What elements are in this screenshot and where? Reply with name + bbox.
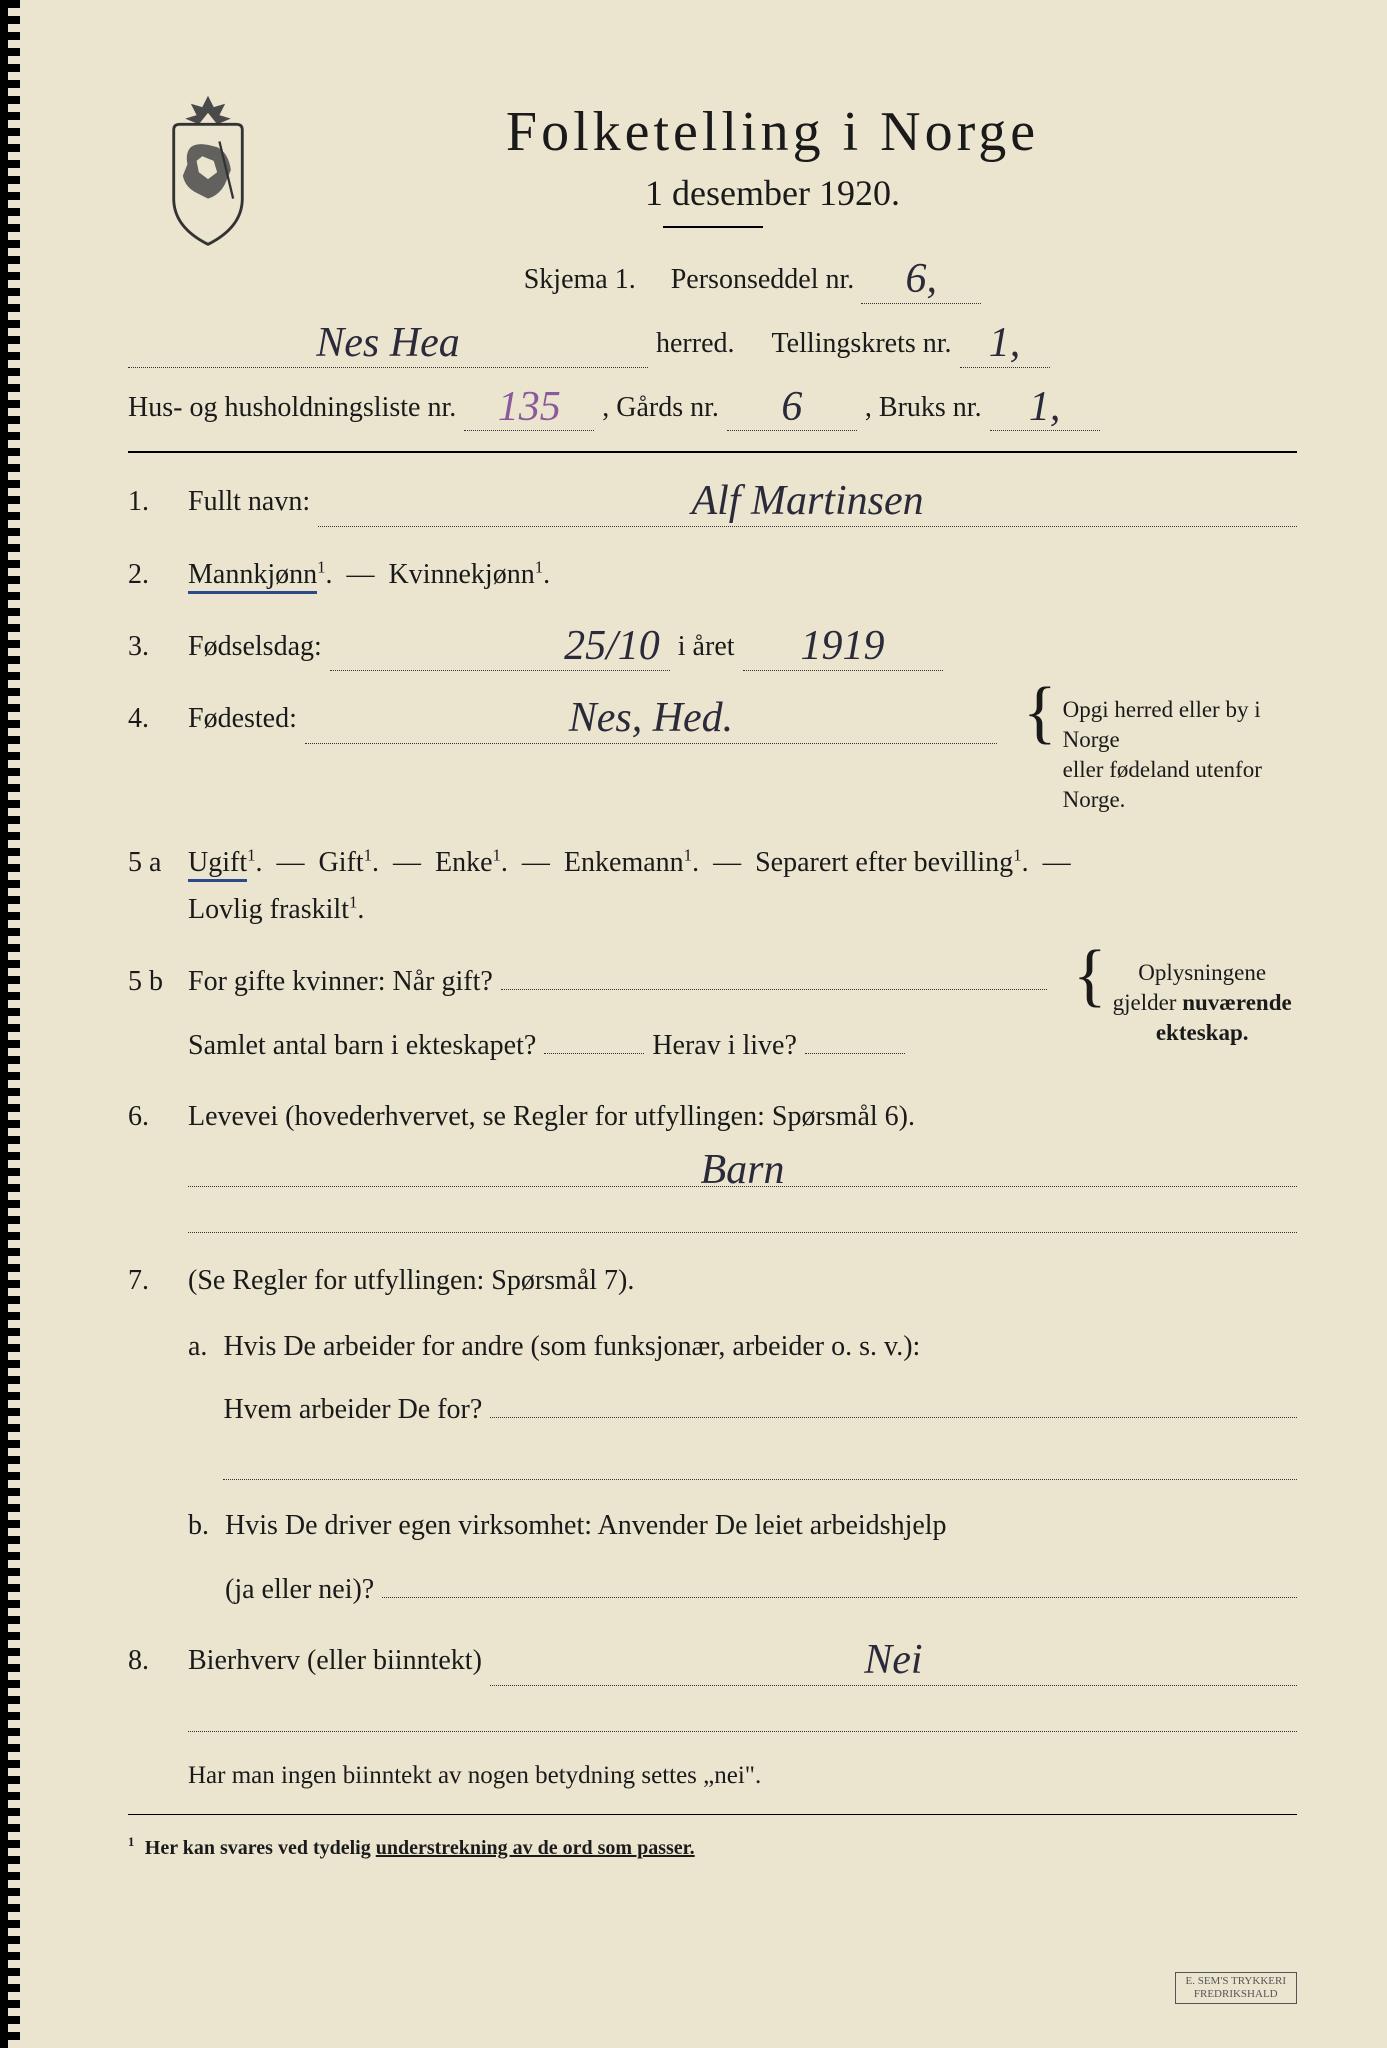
q6-value-line: Barn xyxy=(188,1147,1297,1187)
tellingskrets-label: Tellingskrets nr. xyxy=(772,322,952,367)
q5a-separert: Separert efter bevilling xyxy=(755,847,1013,878)
q5a-enkemann: Enkemann xyxy=(564,847,684,878)
q7a-value xyxy=(490,1417,1297,1418)
census-form-page: Folketelling i Norge 1 desember 1920. Sk… xyxy=(0,0,1387,2048)
q2: 2. Mannkjønn1. — Kvinnekjønn1. xyxy=(128,551,1297,599)
q5b-line1: For gifte kvinner: Når gift? xyxy=(188,958,493,1006)
q7b-value xyxy=(382,1597,1297,1598)
q7: 7. (Se Regler for utfyllingen: Spørsmål … xyxy=(128,1257,1297,1613)
personseddel-label: Personseddel nr. xyxy=(671,264,855,295)
q7a-text1: Hvis De arbeider for andre (som funksjon… xyxy=(223,1331,920,1362)
q1-value: Alf Martinsen xyxy=(318,478,1297,527)
title-rule xyxy=(663,226,763,228)
q7a-blank xyxy=(223,1440,1297,1480)
gard-label: , Gårds nr. xyxy=(602,386,719,431)
tellingskrets-nr: 1, xyxy=(960,322,1050,368)
footnote: 1 Her kan svares ved tydelig understrekn… xyxy=(128,1835,1297,1860)
q7-label: (Se Regler for utfyllingen: Spørsmål 7). xyxy=(188,1265,634,1296)
gard-nr: 6 xyxy=(727,386,857,432)
q3-iaret: i året xyxy=(678,623,735,671)
title-main: Folketelling i Norge xyxy=(248,100,1297,164)
q4: 4. Fødested: Nes, Hed. { Opgi herred ell… xyxy=(128,695,1297,815)
header: Folketelling i Norge 1 desember 1920. xyxy=(128,100,1297,228)
q4-num: 4. xyxy=(128,695,170,743)
tail-note: Har man ingen biinntekt av nogen betydni… xyxy=(188,1756,1297,1796)
q8-label: Bierhverv (eller biinntekt) xyxy=(188,1637,482,1685)
q5a-num: 5 a xyxy=(128,839,170,887)
q5b-num: 5 b xyxy=(128,958,170,1006)
q5b-gift-year xyxy=(501,989,1047,990)
q7b-label: b. xyxy=(188,1502,209,1613)
q5a: 5 a Ugift1. — Gift1. — Enke1. — Enkemann… xyxy=(128,839,1297,934)
q6-label: Levevei (hovederhvervet, se Regler for u… xyxy=(188,1101,915,1132)
bruk-label: , Bruks nr. xyxy=(865,386,982,431)
meta-row-3: Hus- og husholdningsliste nr. 135 , Gård… xyxy=(128,386,1297,432)
divider xyxy=(128,451,1297,453)
coat-of-arms-icon xyxy=(148,90,268,250)
skjema-label: Skjema 1. xyxy=(524,264,636,295)
q6-num: 6. xyxy=(128,1093,170,1141)
q7a-label: a. xyxy=(188,1323,207,1480)
q8-blank xyxy=(188,1692,1297,1732)
husliste-nr: 135 xyxy=(464,386,594,432)
husliste-label: Hus- og husholdningsliste nr. xyxy=(128,386,456,431)
q2-kvinne: Kvinnekjønn xyxy=(389,559,535,590)
q5a-enke: Enke xyxy=(435,847,493,878)
q7b-text2: (ja eller nei)? xyxy=(225,1566,374,1614)
q5a-gift: Gift xyxy=(319,847,364,878)
q1: 1. Fullt navn: Alf Martinsen xyxy=(128,478,1297,527)
printer-stamp: E. SEM'S TRYKKERI FREDRIKSHALD xyxy=(1175,1972,1298,2004)
q1-label: Fullt navn: xyxy=(188,478,310,526)
q5a-lovlig: Lovlig fraskilt xyxy=(188,894,349,925)
q5a-ugift: Ugift xyxy=(188,847,247,882)
q3-day: 25/10 xyxy=(330,623,670,672)
q5b-note: { Oplysningene gjelder nuværende ekteska… xyxy=(1067,958,1297,1048)
herred-label: herred. xyxy=(656,322,735,367)
q5b-live xyxy=(805,1053,905,1054)
bruk-nr: 1, xyxy=(990,386,1100,432)
title-subtitle: 1 desember 1920. xyxy=(248,172,1297,214)
q4-note: { Opgi herred eller by i Norge eller fød… xyxy=(1017,695,1297,815)
q4-value: Nes, Hed. xyxy=(305,695,997,744)
herred-value: Nes Hea xyxy=(128,322,648,368)
left-perforation xyxy=(8,0,20,2048)
q5b-barn xyxy=(544,1053,644,1054)
meta-row-1: Skjema 1. Personseddel nr. 6, xyxy=(208,258,1297,304)
q5b-line2a: Samlet antal barn i ekteskapet? xyxy=(188,1022,536,1070)
q8: 8. Bierhverv (eller biinntekt) Nei xyxy=(128,1637,1297,1732)
brace-icon: { xyxy=(1023,695,1057,730)
q1-num: 1. xyxy=(128,478,170,526)
q2-mann: Mannkjønn xyxy=(188,559,317,594)
q3-year: 1919 xyxy=(743,623,943,672)
q7-num: 7. xyxy=(128,1257,170,1305)
q6-blank-line xyxy=(188,1193,1297,1233)
q7a-text2: Hvem arbeider De for? xyxy=(223,1386,482,1434)
brace-icon: { xyxy=(1073,958,1107,993)
meta-row-2: Nes Hea herred. Tellingskrets nr. 1, xyxy=(128,322,1297,368)
footnote-rule xyxy=(128,1814,1297,1815)
q8-num: 8. xyxy=(128,1637,170,1685)
q5b: 5 b For gifte kvinner: Når gift? Samlet … xyxy=(128,958,1297,1069)
q3-label: Fødselsdag: xyxy=(188,623,322,671)
q7b-text1: Hvis De driver egen virksomhet: Anvender… xyxy=(225,1510,947,1541)
q2-num: 2. xyxy=(128,551,170,599)
q5b-line2b: Herav i live? xyxy=(652,1022,797,1070)
q3-num: 3. xyxy=(128,623,170,671)
q3: 3. Fødselsdag: 25/10 i året1919 xyxy=(128,623,1297,672)
personseddel-nr: 6, xyxy=(861,258,981,304)
q4-label: Fødested: xyxy=(188,695,297,743)
q6: 6. Levevei (hovederhvervet, se Regler fo… xyxy=(128,1093,1297,1233)
q8-value: Nei xyxy=(490,1637,1297,1686)
